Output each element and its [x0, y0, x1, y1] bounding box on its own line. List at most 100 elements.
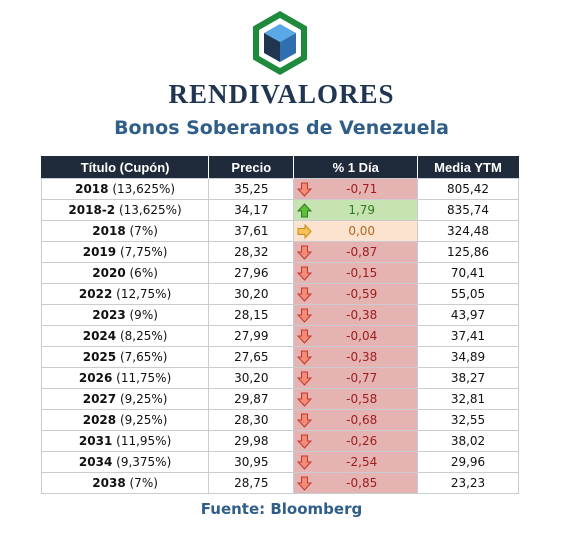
cell-titulo: 2026 (11,75%)	[40, 367, 210, 389]
cell-precio: 27,96	[208, 262, 295, 284]
change-value: -0,15	[346, 266, 378, 280]
cell-titulo: 2031 (11,95%)	[40, 430, 210, 452]
change-value: -0,38	[346, 350, 378, 364]
cell-ytm: 34,89	[417, 346, 519, 368]
bond-coupon: (11,75%)	[116, 371, 172, 385]
table-row: 2034 (9,375%) 30,95 -2,54 29,96	[40, 451, 519, 473]
bond-year: 2031	[78, 434, 113, 448]
cell-ytm: 29,96	[417, 451, 519, 473]
table-row: 2018 (13,625%) 35,25 -0,71 805,42	[40, 178, 519, 200]
change-value: -0,04	[346, 329, 378, 343]
table-row: 2022 (12,75%) 30,20 -0,59 55,05	[40, 283, 519, 305]
bond-year: 2018-2	[68, 203, 116, 217]
cell-change: -0,59	[293, 283, 418, 305]
cell-change: -2,54	[293, 451, 418, 473]
cell-change: -0,87	[293, 241, 418, 263]
cell-precio: 28,75	[208, 472, 295, 494]
change-value: -0,71	[346, 182, 378, 196]
rendivalores-logo-icon	[253, 11, 307, 75]
bond-year: 2022	[78, 287, 113, 301]
page-title: Bonos Soberanos de Venezuela	[114, 117, 449, 139]
column-header-titulo: Título (Cupón)	[41, 156, 210, 179]
cell-change: -0,15	[293, 262, 418, 284]
cell-ytm: 55,05	[417, 283, 519, 305]
change-value: -0,77	[346, 371, 378, 385]
change-value: 0,00	[348, 224, 376, 238]
change-value: -0,38	[346, 308, 378, 322]
bond-year: 2023	[92, 308, 126, 322]
change-value: 1,79	[348, 203, 376, 217]
cell-precio: 27,99	[208, 325, 295, 347]
cell-titulo: 2034 (9,375%)	[40, 451, 210, 473]
bond-year: 2025	[82, 350, 117, 364]
cell-titulo: 2023 (9%)	[40, 304, 210, 326]
column-header-ytm: Media YTM	[417, 156, 519, 179]
cell-precio: 34,17	[208, 199, 295, 221]
cell-titulo: 2027 (9,25%)	[40, 388, 210, 410]
change-value: -0,68	[346, 413, 378, 427]
table-row: 2031 (11,95%) 29,98 -0,26 38,02	[40, 430, 519, 452]
bond-year: 2038	[92, 476, 126, 490]
cell-change: -0,04	[293, 325, 418, 347]
bond-coupon: (7,75%)	[119, 245, 168, 259]
cell-precio: 27,65	[208, 346, 295, 368]
bond-coupon: (9,25%)	[119, 392, 168, 406]
cell-precio: 30,20	[208, 367, 295, 389]
bond-coupon: (7%)	[129, 224, 158, 238]
cell-ytm: 43,97	[417, 304, 519, 326]
table-row: 2027 (9,25%) 29,87 -0,58 32,81	[40, 388, 519, 410]
cell-ytm: 805,42	[417, 178, 519, 200]
cell-change: -0,77	[293, 367, 418, 389]
table-row: 2023 (9%) 28,15 -0,38 43,97	[40, 304, 519, 326]
cell-change: -0,68	[293, 409, 418, 431]
brand-title: RENDIVALORES	[168, 79, 395, 109]
bond-coupon: (7,65%)	[119, 350, 168, 364]
change-value: -0,87	[346, 245, 378, 259]
table-row: 2019 (7,75%) 28,32 -0,87 125,86	[40, 241, 519, 263]
table-row: 2020 (6%) 27,96 -0,15 70,41	[40, 262, 519, 284]
bond-year: 2020	[92, 266, 126, 280]
column-header-change: % 1 Día	[293, 156, 418, 179]
cell-titulo: 2038 (7%)	[40, 472, 210, 494]
change-value: -0,58	[346, 392, 378, 406]
cell-change: 0,00	[293, 220, 418, 242]
cell-ytm: 125,86	[417, 241, 519, 263]
bond-year: 2028	[82, 413, 117, 427]
change-value: -0,85	[346, 476, 378, 490]
change-value: -0,26	[346, 434, 378, 448]
table-row: 2024 (8,25%) 27,99 -0,04 37,41	[40, 325, 519, 347]
cell-ytm: 32,81	[417, 388, 519, 410]
cell-titulo: 2020 (6%)	[40, 262, 210, 284]
cell-titulo: 2019 (7,75%)	[40, 241, 210, 263]
cell-precio: 29,87	[208, 388, 295, 410]
bonds-table: Título (Cupón) Precio % 1 Día Media YTM …	[40, 156, 519, 494]
cell-precio: 30,95	[208, 451, 295, 473]
table-row: 2025 (7,65%) 27,65 -0,38 34,89	[40, 346, 519, 368]
bond-coupon: (11,95%)	[116, 434, 172, 448]
cell-precio: 37,61	[208, 220, 295, 242]
cell-change: -0,85	[293, 472, 418, 494]
table-row: 2018-2 (13,625%) 34,17 1,79 835,74	[40, 199, 519, 221]
cell-titulo: 2028 (9,25%)	[40, 409, 210, 431]
source-note: Fuente: Bloomberg	[200, 500, 363, 518]
bond-coupon: (9,375%)	[116, 455, 172, 469]
cell-ytm: 38,27	[417, 367, 519, 389]
cell-titulo: 2018 (13,625%)	[40, 178, 210, 200]
cell-ytm: 70,41	[417, 262, 519, 284]
cell-change: -0,58	[293, 388, 418, 410]
table-row: 2028 (9,25%) 28,30 -0,68 32,55	[40, 409, 519, 431]
cell-titulo: 2018-2 (13,625%)	[40, 199, 210, 221]
cell-ytm: 324,48	[417, 220, 519, 242]
cell-precio: 35,25	[208, 178, 295, 200]
table-header-row: Título (Cupón) Precio % 1 Día Media YTM	[41, 156, 519, 179]
change-value: -0,59	[346, 287, 378, 301]
bond-year: 2034	[78, 455, 113, 469]
cell-precio: 30,20	[208, 283, 295, 305]
bond-coupon: (9%)	[129, 308, 158, 322]
bond-year: 2018	[75, 182, 109, 196]
bond-year: 2018	[92, 224, 126, 238]
cell-change: -0,38	[293, 346, 418, 368]
bond-coupon: (6%)	[129, 266, 158, 280]
cell-titulo: 2025 (7,65%)	[40, 346, 210, 368]
table-row: 2038 (7%) 28,75 -0,85 23,23	[40, 472, 519, 494]
